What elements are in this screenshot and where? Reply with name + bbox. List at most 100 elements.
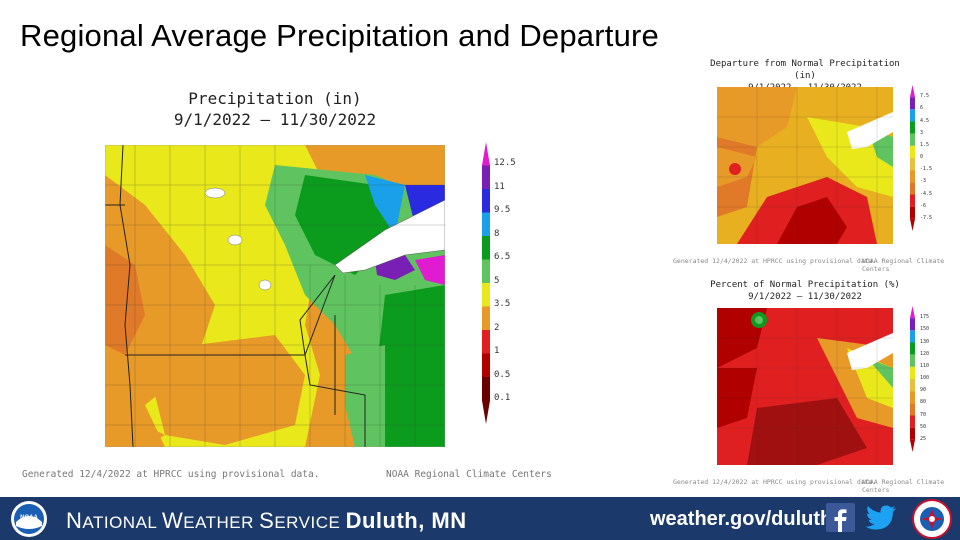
footer-banner (0, 497, 960, 540)
precip-legend-tick-label: 1 (494, 346, 500, 357)
departure-legend-swatch (910, 121, 915, 134)
org-letter-w: W (161, 508, 184, 533)
departure-legend-tick-label: -4.5 (920, 190, 933, 197)
precip-legend-tick-label: 6.5 (494, 252, 511, 263)
percent-legend-tick-label: 80 (920, 399, 927, 406)
percent-legend-tick-label: 70 (920, 411, 927, 418)
percent-legend-tick-label: 90 (920, 387, 927, 394)
departure-legend-tick-label: -7.5 (920, 214, 933, 221)
percent-legend-tick-label: 25 (920, 435, 927, 442)
org-ervice: ERVICE (274, 513, 346, 532)
departure-legend-tick-label: 4.5 (920, 117, 930, 124)
org-letter-n: N (66, 508, 83, 533)
departure-legend-tick-label: 7.5 (920, 93, 930, 100)
percent-map-title: Percent of Normal Precipitation (%) 9/1/… (705, 279, 905, 303)
percent-title-line1: Percent of Normal Precipitation (%) (710, 280, 900, 290)
org-eather: EATHER (183, 513, 260, 532)
percent-legend-cap-bottom (910, 439, 915, 452)
percent-generated-note: Generated 12/4/2022 at HPRCC using provi… (673, 478, 877, 486)
org-ational: ATIONAL (82, 513, 162, 532)
precip-legend-swatch (482, 377, 490, 401)
precip-legend-swatch (482, 306, 490, 330)
departure-legend-swatch (910, 206, 915, 219)
precip-legend-tick-label: 12.5 (494, 158, 516, 169)
slide-title: Regional Average Precipitation and Depar… (20, 18, 659, 53)
precip-legend-cap-bottom (482, 400, 490, 424)
percent-legend-tick-label: 50 (920, 423, 927, 430)
main-map-title-line2: 9/1/2022 – 11/30/2022 (173, 110, 377, 129)
departure-legend-cap-top (910, 85, 915, 98)
banner-org-name: NATIONAL WEATHER SERVICE Duluth, MN (66, 508, 467, 534)
precip-legend-tick-label: 3.5 (494, 299, 511, 310)
precipitation-map (105, 145, 445, 447)
main-source-note: NOAA Regional Climate Centers (386, 469, 552, 480)
percent-legend (910, 306, 915, 452)
percent-legend-swatch (910, 342, 915, 355)
departure-legend-tick-label: 0 (920, 154, 924, 160)
precip-legend-swatch (482, 236, 490, 260)
departure-map (717, 87, 893, 244)
departure-legend-tick-label: 3 (920, 129, 924, 136)
org-letter-s: S (259, 508, 275, 533)
percent-source-note: NOAA Regional Climate Centers (862, 478, 945, 494)
departure-legend-swatch (910, 158, 915, 171)
nws-logo-icon[interactable] (912, 499, 952, 539)
departure-legend-swatch (910, 170, 915, 183)
twitter-icon[interactable] (865, 503, 897, 532)
precip-legend-tick-label: 0.1 (494, 393, 511, 404)
departure-legend-swatch (910, 133, 915, 146)
departure-legend-cap-bottom (910, 218, 915, 231)
departure-legend-swatch (910, 194, 915, 207)
precip-legend-swatch (482, 353, 490, 377)
percent-legend-tick-label: 120 (920, 350, 930, 357)
percent-legend-tick-label: 110 (920, 362, 930, 369)
departure-legend-tick-label: -1.5 (920, 166, 933, 173)
percent-legend-cap-top (910, 306, 915, 319)
departure-legend-swatch (910, 109, 915, 122)
precip-legend-swatch (482, 259, 490, 283)
departure-legend (910, 85, 915, 231)
percent-legend-tick-label: 130 (920, 338, 930, 345)
noaa-logo-icon[interactable]: NOAA (10, 500, 48, 538)
office-name: Duluth, MN (345, 508, 467, 533)
departure-source-note: NOAA Regional Climate Centers (862, 257, 945, 273)
percent-legend-swatch (910, 330, 915, 343)
percent-map (717, 308, 893, 465)
departure-title-line1: Departure from Normal Precipitation (in) (710, 59, 900, 81)
precip-legend-swatch (482, 189, 490, 213)
precip-legend-tick-label: 8 (494, 228, 500, 239)
percent-legend-swatch (910, 354, 915, 367)
departure-legend-swatch (910, 145, 915, 158)
main-map-title-line1: Precipitation (in) (188, 89, 362, 108)
departure-legend-swatch (910, 182, 915, 195)
precip-legend-tick-label: 0.5 (494, 369, 511, 380)
precip-legend-cap-top (482, 142, 490, 166)
precip-legend-tick-label: 9.5 (494, 205, 511, 216)
website-link[interactable]: weather.gov/duluth (650, 508, 833, 530)
precip-legend-swatch (482, 212, 490, 236)
departure-generated-note: Generated 12/4/2022 at HPRCC using provi… (673, 257, 877, 265)
precip-legend-swatch (482, 283, 490, 307)
precipitation-legend (482, 142, 490, 424)
svg-text:NOAA: NOAA (20, 515, 38, 521)
departure-legend-tick-label: -6 (920, 202, 927, 209)
percent-legend-swatch (910, 379, 915, 392)
precip-legend-tick-label: 2 (494, 322, 500, 333)
percent-legend-swatch (910, 391, 915, 404)
percent-legend-tick-label: 150 (920, 326, 930, 333)
precip-legend-swatch (482, 330, 490, 354)
percent-legend-swatch (910, 427, 915, 440)
facebook-icon[interactable] (826, 503, 855, 532)
precip-legend-tick-label: 11 (494, 181, 505, 192)
precip-legend-swatch (482, 165, 490, 189)
departure-legend-tick-label: -3 (920, 178, 927, 185)
departure-legend-swatch (910, 97, 915, 110)
percent-legend-tick-label: 175 (920, 314, 930, 321)
main-generated-note: Generated 12/4/2022 at HPRCC using provi… (22, 469, 320, 480)
departure-legend-tick-label: 1.5 (920, 141, 930, 148)
main-map-title: Precipitation (in) 9/1/2022 – 11/30/2022 (140, 88, 410, 130)
percent-title-line2: 9/1/2022 – 11/30/2022 (748, 292, 862, 302)
percent-legend-swatch (910, 318, 915, 331)
percent-legend-swatch (910, 366, 915, 379)
percent-legend-swatch (910, 415, 915, 428)
